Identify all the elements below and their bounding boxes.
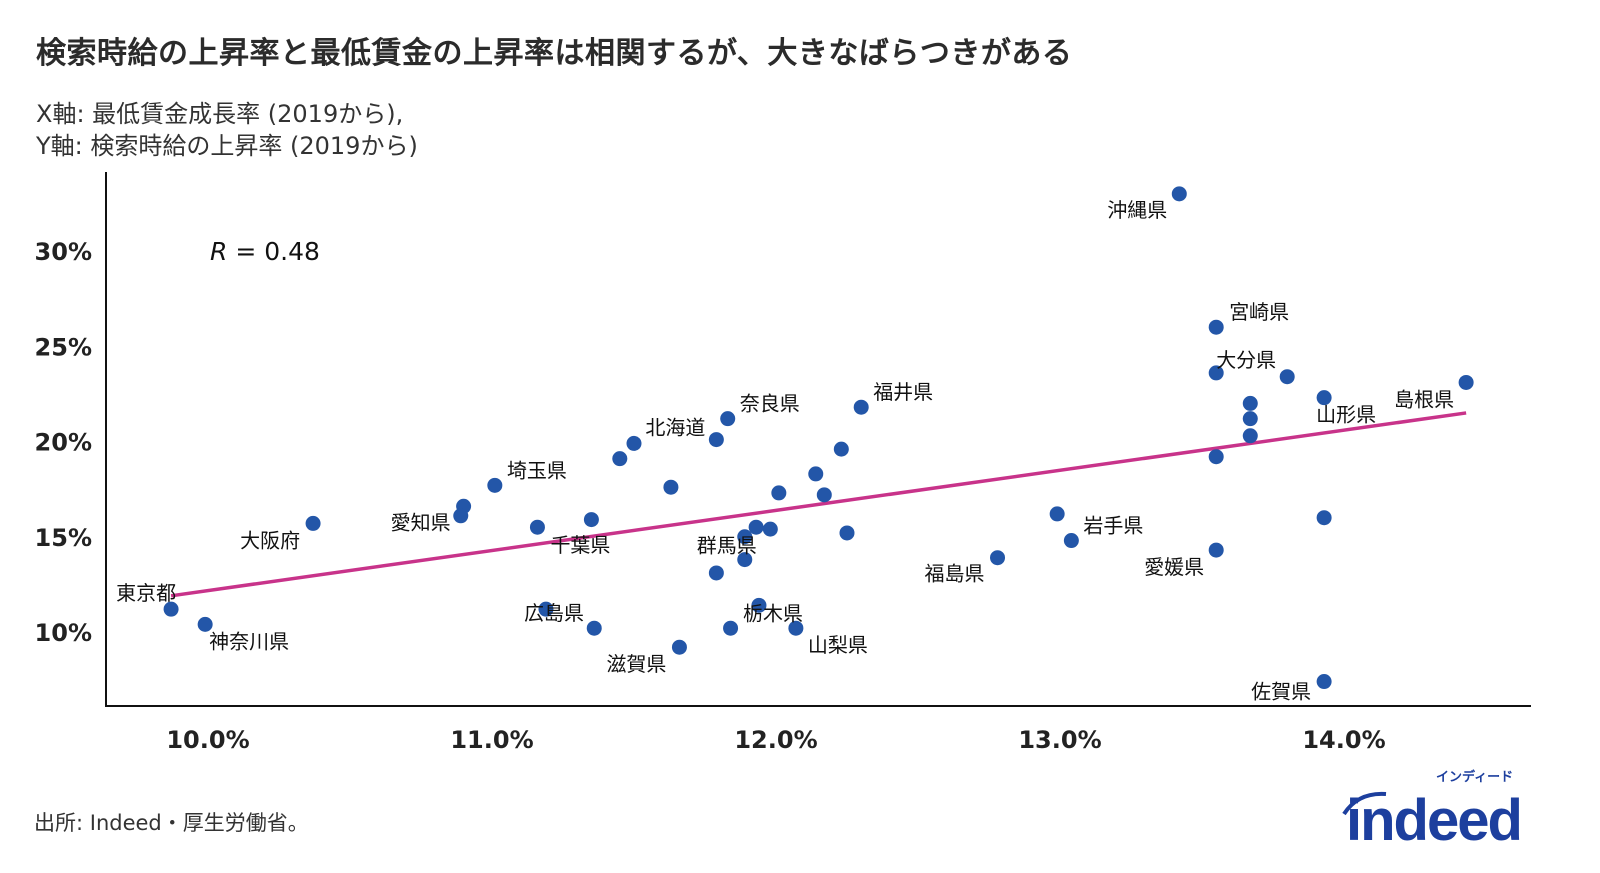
point-label: 山形県 [1316,403,1376,427]
point-label: 大分県 [1216,348,1276,372]
data-point [1208,319,1224,335]
data-point [163,601,179,617]
data-point [487,477,503,493]
data-point [751,597,767,613]
point-label: 佐賀県 [1251,680,1311,704]
point-label: 埼玉県 [507,458,567,482]
data-point [771,485,787,501]
data-point [720,411,736,427]
y-tick-label: 15% [35,524,92,552]
correlation-annotation: R = 0.48 [210,237,320,266]
data-point [538,601,554,617]
chart-title: 検索時給の上昇率と最低賃金の上昇率は相関するが、大きなばらつきがある [36,36,1073,71]
point-label: 島根県 [1394,387,1454,411]
data-point [1242,428,1258,444]
x-tick-label: 11.0% [450,726,533,754]
data-point [737,552,753,568]
data-point [1208,449,1224,465]
data-point [833,441,849,457]
data-point [453,508,469,524]
data-point [737,529,753,545]
data-point [816,487,832,503]
point-label: 宮崎県 [1229,300,1289,324]
point-label: 愛媛県 [1144,555,1204,579]
data-point [1316,674,1332,690]
y-tick-label: 10% [35,619,92,647]
data-point [708,432,724,448]
point-label: 大阪府 [240,528,300,552]
data-point [1208,365,1224,381]
point-label: 愛知県 [391,510,451,534]
data-point [1316,510,1332,526]
x-tick-label: 10.0% [166,726,249,754]
y-tick-label: 20% [35,429,92,457]
logo-word: indeed [1346,788,1523,853]
point-label: 山梨県 [808,633,868,657]
point-label: 栃木県 [743,601,803,625]
data-point [1242,395,1258,411]
data-point [197,616,213,632]
x-axis-description: X軸: 最低賃金成長率 (2019から), [36,100,404,128]
data-point [612,451,628,467]
data-point [583,512,599,528]
data-point [762,521,778,537]
x-tick-label: 12.0% [734,726,817,754]
point-label: 福島県 [925,562,985,586]
y-axis-description: Y軸: 検索時給の上昇率 (2019から) [36,132,418,160]
data-point [305,515,321,531]
x-tick-label: 13.0% [1018,726,1101,754]
data-point [529,519,545,535]
point-label: 群馬県 [697,534,757,558]
point-label: 岩手県 [1083,514,1143,538]
data-point [853,399,869,415]
point-label: 神奈川県 [209,629,289,653]
data-point [723,620,739,636]
data-point [788,620,804,636]
data-point [990,550,1006,566]
logo-kana: インディード [1436,770,1514,785]
data-point [1063,533,1079,549]
point-label: 東京都 [116,581,176,605]
data-point [1208,542,1224,558]
data-point [1316,390,1332,406]
x-tick-label: 14.0% [1302,726,1385,754]
source-note: 出所: Indeed・厚生労働省。 [34,811,309,835]
data-point [748,519,764,535]
logo-arc-icon [1342,791,1387,816]
point-label: 北海道 [645,416,705,440]
data-point [663,479,679,495]
point-label: 福井県 [873,380,933,404]
data-point [1242,411,1258,427]
indeed-logo: インディード indeed [1340,770,1540,870]
y-tick-label: 30% [35,238,92,266]
data-point [1279,369,1295,385]
data-point [1458,374,1474,390]
data-point [1049,506,1065,522]
data-point [808,466,824,482]
data-point [1171,186,1187,202]
data-point [586,620,602,636]
y-tick-label: 25% [35,333,92,361]
trend-line [170,411,1467,598]
point-label: 沖縄県 [1107,198,1167,222]
data-point [708,565,724,581]
point-label: 千葉県 [550,533,610,557]
data-point [839,525,855,541]
data-point [626,435,642,451]
data-point [671,639,687,655]
point-label: 広島県 [524,601,584,625]
point-label: 奈良県 [740,392,800,416]
point-label: 滋賀県 [606,652,666,676]
